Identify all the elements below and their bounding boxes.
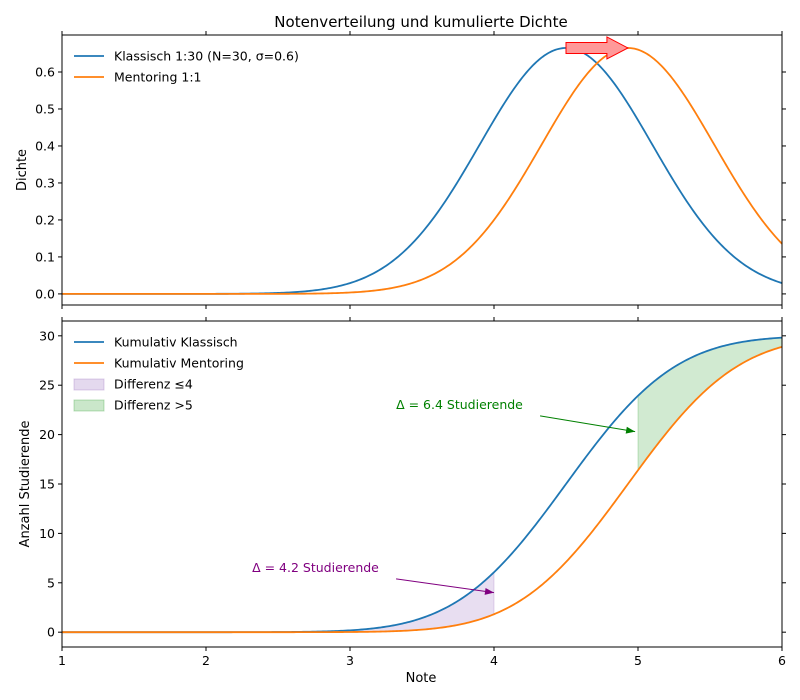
cumulative-y-tick-label: 20 — [39, 427, 55, 442]
cumulative-legend-fill-swatch-0 — [73, 378, 105, 391]
cumulative-y-axis-label: Anzahl Studierende — [18, 421, 33, 548]
density-legend-label-1: Mentoring 1:1 — [114, 70, 202, 85]
density-y-tick-label: 0.4 — [35, 138, 55, 153]
cumulative-y-tick-label: 0 — [47, 625, 55, 640]
cumulative-legend-label-0: Kumulativ Klassisch — [114, 335, 238, 350]
cumulative-plot-frame — [61, 320, 783, 648]
cumulative-legend-label-1: Kumulativ Mentoring — [114, 356, 244, 371]
cumulative-x-tick-label: 1 — [58, 653, 66, 668]
cumulative-y-tick-label: 10 — [39, 526, 55, 541]
cumulative-legend-fill-label-0: Differenz ≤4 — [114, 377, 193, 392]
cumulative-line-mentoring — [62, 345, 783, 634]
cumulative-legend-fill-swatch-1 — [73, 399, 105, 412]
cumulative-x-tick-label: 5 — [634, 653, 642, 668]
cumulative-x-tick-label: 6 — [778, 653, 786, 668]
density-plot-frame — [61, 34, 783, 306]
density-legend-label-0: Klassisch 1:30 (N=30, σ=0.6) — [114, 49, 299, 64]
density-legend: Klassisch 1:30 (N=30, σ=0.6) Mentoring 1:… — [74, 49, 299, 85]
cumulative-y-tick-label: 5 — [47, 575, 55, 590]
density-y-tick-label: 0.2 — [35, 212, 55, 227]
density-y-axis-label: Dichte — [15, 149, 30, 191]
cumulative-x-tick-label: 2 — [202, 653, 210, 668]
cumulative-y-tick-label: 25 — [39, 378, 55, 393]
density-line-mentoring — [62, 47, 783, 295]
annotation-text-0: Δ = 4.2 Studierende — [252, 560, 379, 575]
cumulative-x-tick-label: 3 — [346, 653, 354, 668]
density-y-tick-label: 0.3 — [35, 175, 55, 190]
density-shift-arrow — [565, 36, 629, 60]
cumulative-y-tick-label: 30 — [39, 328, 55, 343]
chart-title: Notenverteilung und kumulierte Dichte — [274, 13, 567, 31]
annotation-arrow-line-0 — [396, 578, 495, 594]
cumulative-legend: Kumulativ Klassisch Kumulativ Mentoring Di… — [73, 335, 244, 413]
density-y-tick-label: 0.0 — [35, 286, 55, 301]
annotation-text-1: Δ = 6.4 Studierende — [396, 397, 523, 412]
cumulative-y-tick-label: 15 — [39, 477, 55, 492]
annotation-arrow-head-0 — [484, 587, 494, 595]
density-y-tick-label: 0.6 — [35, 64, 55, 79]
annotation-arrow-line-1 — [539, 415, 636, 433]
cumulative-x-axis-label: Note — [406, 671, 437, 686]
density-panel: 0.0 0.1 0.2 0.3 0.4 0.5 0.6 Dichte Klassisch 1… — [15, 31, 786, 309]
annotation-arrow-head-1 — [625, 426, 636, 434]
cumulative-legend-fill-label-1: Differenz >5 — [114, 398, 193, 413]
cumulative-x-tick-label: 4 — [490, 653, 498, 668]
density-plot-area — [62, 35, 782, 305]
cumulative-panel: Δ = 4.2 Studierende Δ = 6.4 Studierende 0… — [18, 317, 786, 686]
density-y-tick-label: 0.1 — [35, 249, 55, 264]
density-y-tick-label: 0.5 — [35, 101, 55, 116]
